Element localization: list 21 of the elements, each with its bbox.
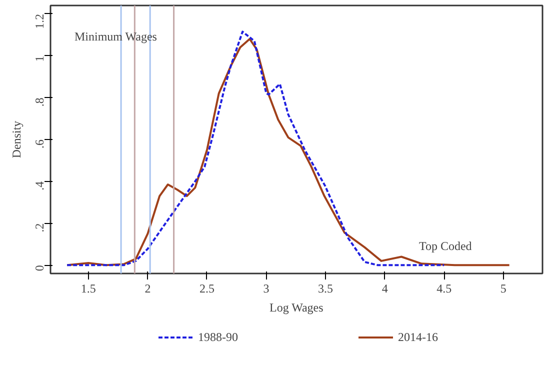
x-tick-label: 2.5 — [199, 282, 214, 296]
x-tick-label: 3.5 — [318, 282, 334, 296]
annotation: Top Coded — [418, 239, 472, 254]
y-tick-label: .8 — [32, 98, 46, 107]
x-tick-label: 2 — [144, 282, 151, 296]
y-tick-label: 0 — [32, 265, 46, 272]
x-tick-label: 5 — [500, 282, 506, 296]
y-tick-label: 1.2 — [32, 14, 46, 29]
legend-label: 1988-90 — [198, 330, 238, 344]
y-tick-label: .6 — [32, 140, 46, 148]
x-tick-label: 4.5 — [436, 282, 452, 296]
x-tick-label: 1.5 — [80, 282, 96, 296]
x-tick-label: 3 — [263, 282, 270, 296]
y-tick-label: 1 — [32, 56, 46, 62]
y-tick-label: .4 — [32, 181, 46, 190]
x-axis-title: Log Wages — [269, 300, 324, 314]
y-tick-label: .2 — [32, 223, 46, 232]
x-tick-label: 4 — [382, 282, 388, 296]
y-axis-title: Density — [10, 120, 24, 158]
annotation: Minimum Wages — [74, 30, 158, 44]
legend-label: 2014-16 — [398, 330, 438, 344]
